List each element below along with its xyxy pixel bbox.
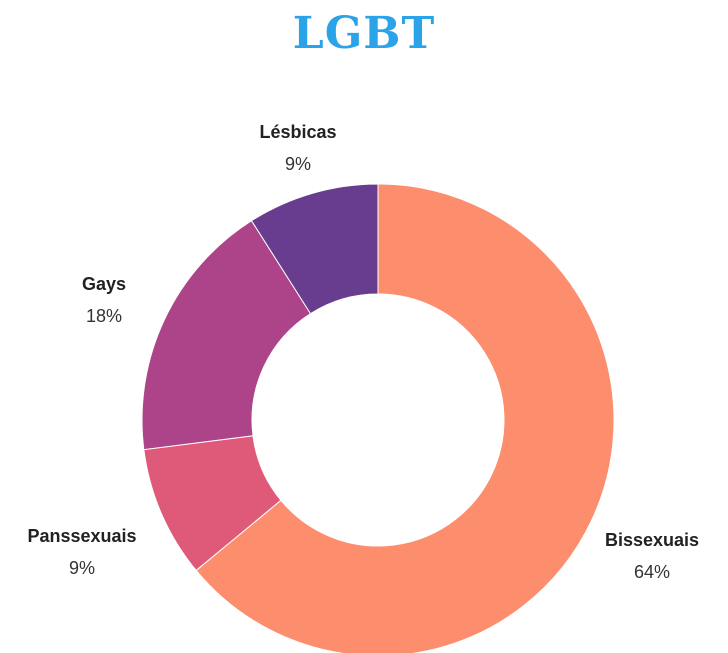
slice-label-bissexuais: Bissexuais: [605, 530, 699, 550]
slice-label-panssexuais: Panssexuais: [27, 526, 136, 546]
donut-slices: [141, 183, 615, 653]
chart-title: LGBT: [292, 8, 436, 59]
slice-value-panssexuais: 9%: [69, 558, 95, 578]
slice-lésbicas: [250, 183, 379, 315]
slice-bissexuais: [195, 183, 615, 653]
slice-gays: [141, 220, 312, 451]
slice-label-gays: Gays: [82, 274, 126, 294]
slice-labels: Bissexuais 64% Panssexuais 9% Gays 18% Lésbica…: [27, 122, 699, 582]
slice-value-gays: 18%: [86, 306, 122, 326]
slice-value-lésbicas: 9%: [285, 154, 311, 174]
slice-label-lésbicas: Lésbicas: [259, 122, 336, 142]
slice-value-bissexuais: 64%: [634, 562, 670, 582]
